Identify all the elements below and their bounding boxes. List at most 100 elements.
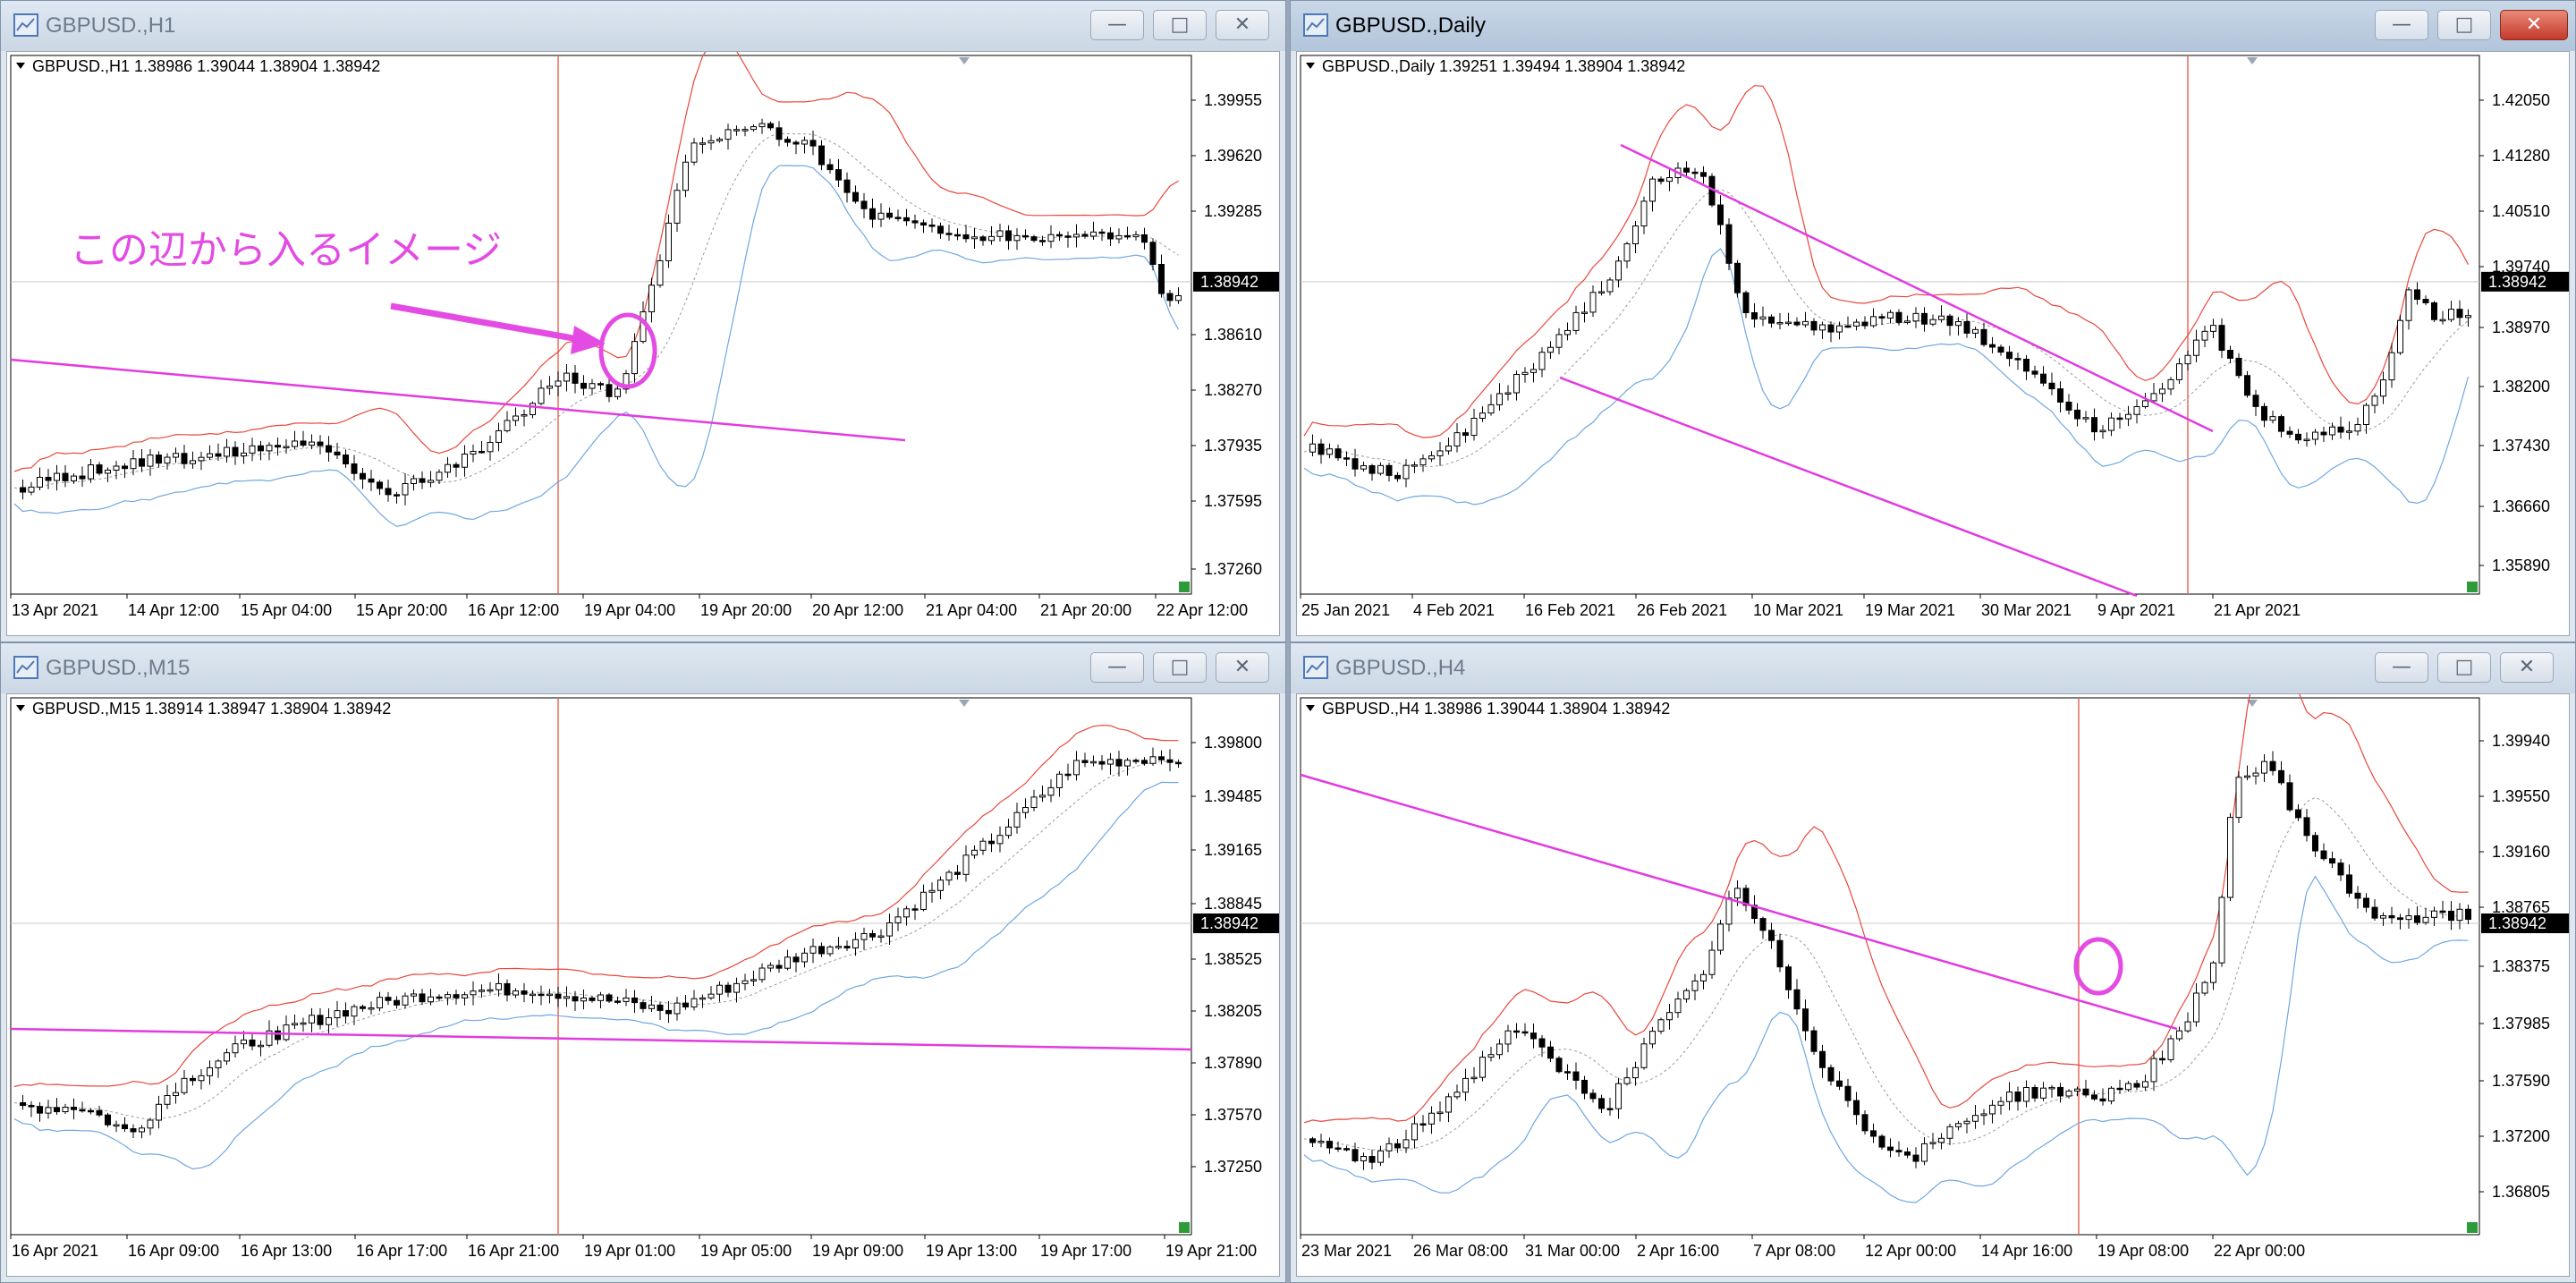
chart-area-h1[interactable]: 1.39955 1.39620 1.39285 1.38610 1.38270 1.379…	[6, 51, 1280, 636]
candle-body	[326, 445, 332, 453]
candle-body	[988, 840, 995, 845]
candle-body	[852, 939, 859, 949]
candle-body	[2193, 992, 2199, 1023]
chart-canvas-h1[interactable]: 1.39955 1.39620 1.39285 1.38610 1.38270 1.379…	[7, 52, 1281, 637]
chart-area-h4[interactable]: 1.39940 1.39550 1.39160 1.38765 1.38375 1.379…	[1296, 693, 2570, 1277]
candle-body	[113, 1124, 120, 1127]
titlebar-daily[interactable]: GBPUSD.,Daily — □ ✕	[1291, 1, 2575, 51]
candle-body	[784, 956, 791, 969]
candle-body	[2201, 330, 2208, 341]
candle-body	[801, 952, 808, 963]
candle-body	[1411, 464, 1418, 467]
titlebar-m15[interactable]: GBPUSD.,M15 — □ ✕	[1, 643, 1285, 693]
x-tick-label: 22 Apr 12:00	[1157, 601, 1248, 619]
chart-window-h1[interactable]: GBPUSD.,H1 — □ ✕ 1.39955 1.39620 1.39285 1.…	[0, 0, 1286, 642]
candle-body	[1955, 1123, 1962, 1127]
candle-body	[1521, 1031, 1529, 1034]
candle-body	[792, 141, 800, 145]
x-tick-label: 16 Feb 2021	[1525, 601, 1615, 619]
y-tick-label: 1.37935	[1204, 437, 1262, 455]
candle-body	[809, 140, 817, 147]
candle-body	[54, 472, 60, 481]
titlebar-h4[interactable]: GBPUSD.,H4 — □ ✕	[1291, 643, 2575, 693]
candle-body	[2201, 981, 2208, 994]
candle-body	[1047, 234, 1055, 242]
candle-body	[1462, 432, 1469, 437]
chart-canvas-h4[interactable]: 1.39940 1.39550 1.39160 1.38765 1.38375 1.379…	[1297, 694, 2571, 1278]
candle-body	[1394, 474, 1401, 480]
candle-body	[657, 1004, 664, 1011]
y-tick-label: 1.40510	[2492, 202, 2550, 220]
close-icon[interactable]: ✕	[1216, 652, 1269, 683]
candle-body	[1717, 204, 1724, 225]
maximize-icon[interactable]: □	[1153, 10, 1207, 40]
candle-body	[2354, 423, 2361, 432]
upper-band-line	[1303, 85, 2470, 438]
candle-body	[1158, 264, 1165, 294]
candle-body	[1649, 178, 1656, 202]
candle-body	[1056, 773, 1063, 788]
y-tick-label: 1.37590	[2492, 1072, 2550, 1090]
chart-canvas-daily[interactable]: 1.42050 1.41280 1.40510 1.39740 1.38970 1.382…	[1297, 52, 2571, 637]
candle-body	[2116, 1087, 2123, 1091]
close-icon[interactable]: ✕	[2500, 652, 2554, 683]
maximize-icon[interactable]: □	[2437, 10, 2491, 40]
candle-body	[597, 383, 604, 386]
candle-body	[62, 472, 69, 481]
maximize-icon[interactable]: □	[2437, 652, 2491, 683]
x-tick-label: 26 Mar 08:00	[1413, 1242, 1508, 1260]
maximize-icon[interactable]: □	[1153, 652, 1207, 683]
autoscroll-icon	[2467, 582, 2478, 592]
candle-body	[487, 441, 494, 453]
minimize-icon[interactable]: —	[1090, 10, 1144, 40]
candle-body	[903, 908, 910, 918]
candle-body	[877, 212, 885, 220]
candle-body	[1802, 1008, 1809, 1032]
candle-body	[462, 994, 468, 998]
candle-body	[1742, 888, 1750, 906]
candle-body	[1047, 786, 1055, 796]
candle-body	[402, 995, 409, 1006]
candle-body	[2431, 302, 2437, 320]
middle-band-line	[1303, 189, 2469, 468]
chart-area-daily[interactable]: 1.42050 1.41280 1.40510 1.39740 1.38970 1.382…	[1296, 51, 2570, 636]
candle-body	[1419, 1123, 1427, 1126]
candle-body	[2380, 914, 2386, 919]
minimize-icon[interactable]: —	[2375, 10, 2428, 40]
candle-body	[2388, 352, 2395, 381]
close-icon[interactable]: ✕	[2500, 10, 2568, 40]
candle-body	[1428, 455, 1435, 460]
candle-body	[1377, 464, 1384, 474]
titlebar-h1[interactable]: GBPUSD.,H1 — □ ✕	[1, 1, 1285, 51]
chart-area-m15[interactable]: 1.39800 1.39485 1.39165 1.38845 1.38525 1.382…	[6, 693, 1280, 1277]
y-tick-label: 1.42050	[2492, 91, 2550, 109]
candle-body	[283, 446, 290, 449]
candle-body	[2312, 835, 2318, 852]
candle-body	[1496, 393, 1503, 405]
minimize-icon[interactable]: —	[2375, 652, 2428, 683]
candle-body	[1776, 939, 1784, 968]
candle-body	[758, 967, 766, 981]
plot-frame	[10, 697, 1192, 1236]
candle-body	[2150, 1058, 2157, 1083]
candle-body	[954, 234, 961, 237]
autoscroll-icon	[1179, 582, 1190, 592]
minimize-icon[interactable]: —	[1090, 652, 1144, 683]
candle-body	[1115, 234, 1123, 240]
candle-body	[1013, 234, 1021, 242]
candle-body	[232, 1043, 239, 1054]
y-tick-label: 1.39940	[2492, 732, 2550, 750]
chart-window-h4[interactable]: GBPUSD.,H4 — □ ✕ 1.39940 1.39550 1.39160 1.…	[1290, 642, 2576, 1283]
chart-window-daily[interactable]: GBPUSD.,Daily — □ ✕ 1.42050 1.41280 1.4051…	[1290, 0, 2576, 642]
candle-body	[1793, 989, 1801, 1010]
close-icon[interactable]: ✕	[1216, 10, 1269, 40]
chart-canvas-m15[interactable]: 1.39800 1.39485 1.39165 1.38845 1.38525 1.382…	[7, 694, 1281, 1278]
candle-body	[368, 1007, 375, 1010]
candle-body	[1870, 1130, 1877, 1137]
candle-body	[674, 190, 681, 224]
chart-window-m15[interactable]: GBPUSD.,M15 — □ ✕ 1.39800 1.39485 1.39165 1…	[0, 642, 1286, 1283]
candle-body	[1022, 234, 1029, 238]
candle-body	[249, 445, 256, 454]
candle-body	[241, 1039, 247, 1045]
candle-body	[538, 993, 545, 997]
